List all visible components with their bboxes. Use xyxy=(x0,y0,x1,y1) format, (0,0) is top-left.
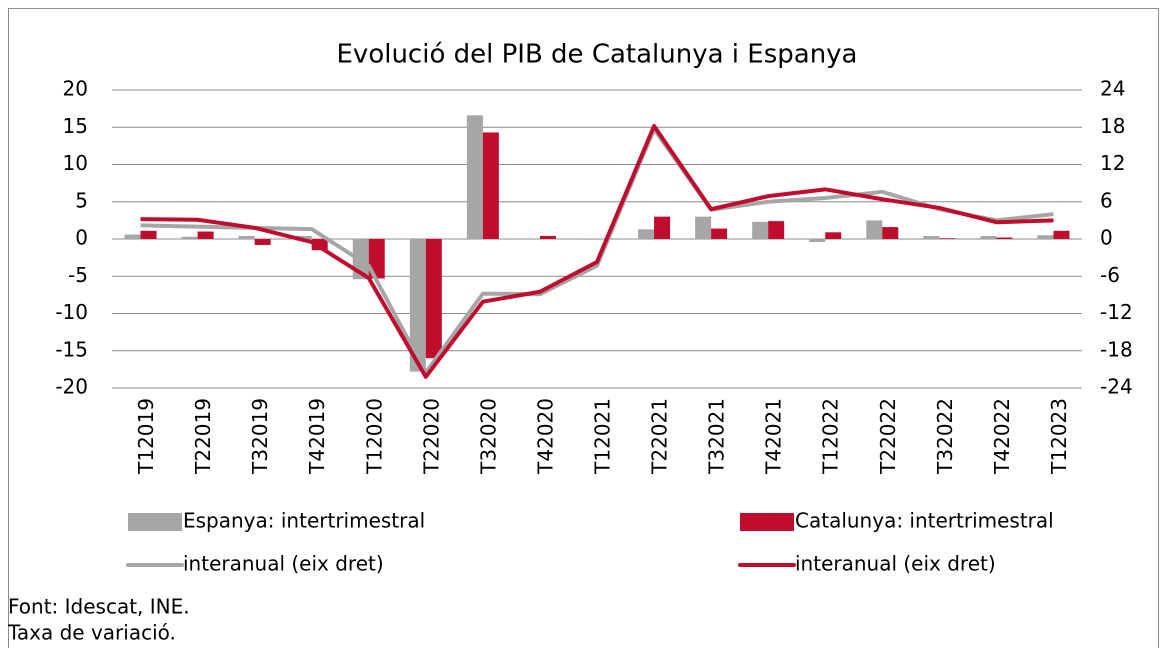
x-tick-label: T42020 xyxy=(533,398,557,475)
bar xyxy=(996,237,1013,239)
line-series xyxy=(140,127,1054,375)
y2-tick-label: 18 xyxy=(1100,114,1125,138)
x-tick-label: T22022 xyxy=(876,398,900,475)
y2-tick-label: 12 xyxy=(1100,151,1125,175)
bar xyxy=(124,234,141,239)
x-tick-label: T12019 xyxy=(134,398,158,475)
bar xyxy=(1037,235,1054,239)
bar xyxy=(409,239,426,372)
legend-label: Catalunya: intertrimestral xyxy=(795,509,1054,533)
y2-tick-label: -24 xyxy=(1100,375,1133,399)
x-tick-label: T22021 xyxy=(648,398,672,475)
bar xyxy=(254,239,271,245)
bar xyxy=(197,231,214,239)
bar xyxy=(311,239,328,251)
bar xyxy=(425,239,442,359)
x-tick-label: T12022 xyxy=(819,398,843,475)
y-tick-label: 0 xyxy=(75,226,88,250)
bar xyxy=(238,236,255,239)
x-tick-label: T32022 xyxy=(933,398,957,475)
y-tick-label: 15 xyxy=(63,114,88,138)
y-tick-label: 5 xyxy=(75,188,88,212)
legend-swatch xyxy=(740,513,794,531)
x-tick-label: T22019 xyxy=(191,398,215,475)
bar xyxy=(768,221,785,239)
bar xyxy=(980,236,997,239)
x-tick-label: T22020 xyxy=(419,398,443,475)
bar xyxy=(939,238,956,239)
y-tick-label: -15 xyxy=(55,337,88,361)
bar xyxy=(654,216,671,239)
bar xyxy=(1053,230,1070,239)
y2-tick-label: 0 xyxy=(1100,226,1113,250)
bar xyxy=(923,236,940,239)
x-tick-label: T42022 xyxy=(990,398,1014,475)
bar xyxy=(638,229,655,239)
bar xyxy=(181,236,198,239)
y-tick-label: -10 xyxy=(55,300,88,324)
y-tick-label: -5 xyxy=(68,263,88,287)
bar xyxy=(482,132,499,239)
legend-swatch xyxy=(128,513,182,531)
y2-tick-label: -18 xyxy=(1100,337,1133,361)
legend-label: interanual (eix dret) xyxy=(183,552,384,576)
x-tick-label: T42021 xyxy=(762,398,786,475)
bar xyxy=(711,228,728,239)
bar xyxy=(140,230,157,239)
bar xyxy=(809,239,826,242)
chart-title: Evolució del PIB de Catalunya i Espanya xyxy=(337,40,858,70)
chart-border xyxy=(8,8,1159,648)
footnote: Font: Idescat, INE. xyxy=(8,595,190,619)
x-tick-label: T42019 xyxy=(305,398,329,475)
x-tick-label: T12020 xyxy=(362,398,386,475)
x-tick-label: T32020 xyxy=(476,398,500,475)
y2-tick-label: -6 xyxy=(1100,263,1120,287)
bar xyxy=(882,227,899,239)
x-tick-label: T32019 xyxy=(248,398,272,475)
bar xyxy=(466,115,483,239)
x-tick-label: T32021 xyxy=(705,398,729,475)
y2-tick-label: -12 xyxy=(1100,300,1133,324)
y-tick-label: 10 xyxy=(63,151,88,175)
bar xyxy=(368,239,385,279)
bar xyxy=(825,232,842,239)
y-tick-label: -20 xyxy=(55,375,88,399)
bar xyxy=(295,236,312,239)
bar xyxy=(581,239,597,240)
bar xyxy=(752,221,769,239)
bar xyxy=(695,216,712,239)
bar xyxy=(866,220,883,239)
x-tick-label: T12021 xyxy=(591,398,615,475)
legend-label: Espanya: intertrimestral xyxy=(183,509,425,533)
x-tick-label: T12023 xyxy=(1047,398,1071,475)
bar xyxy=(539,236,556,239)
y2-tick-label: 6 xyxy=(1100,188,1113,212)
y-tick-label: 20 xyxy=(63,77,88,101)
legend-label: interanual (eix dret) xyxy=(795,552,996,576)
footnote: Taxa de variació. xyxy=(7,621,176,645)
y2-tick-label: 24 xyxy=(1100,77,1125,101)
line-series xyxy=(140,124,1054,379)
